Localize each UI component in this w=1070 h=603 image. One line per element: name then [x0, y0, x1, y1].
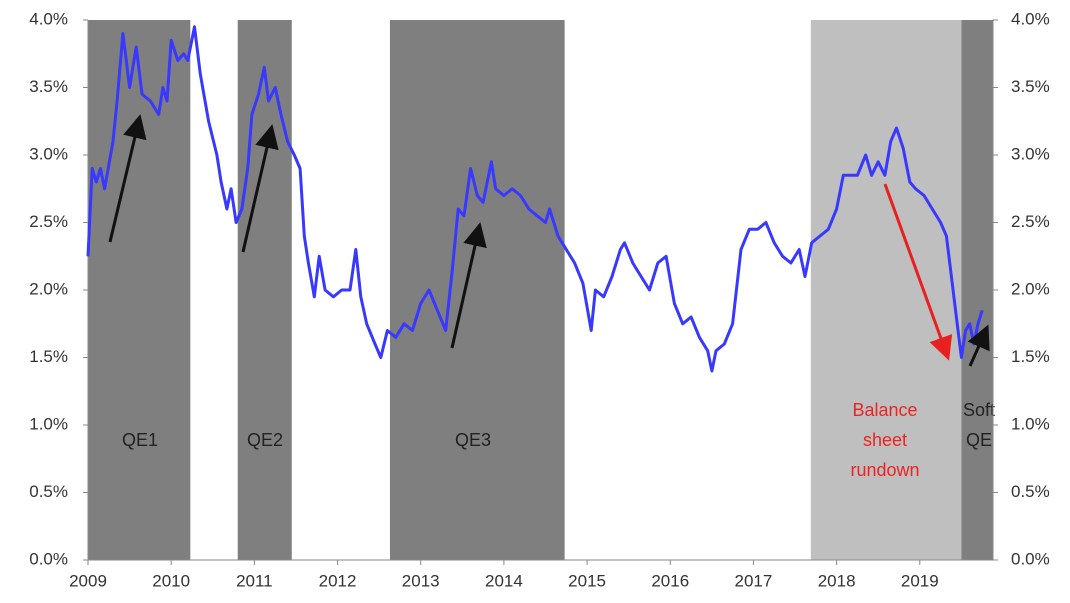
x-tick-label: 2018	[818, 571, 856, 590]
x-tick-label: 2010	[152, 571, 190, 590]
x-tick-label: 2019	[901, 571, 939, 590]
y-tick-label: 0.5%	[29, 482, 68, 501]
y2-tick-label: 1.0%	[1011, 414, 1050, 433]
region-label-box: QE1	[121, 430, 159, 450]
y-tick-label: 1.0%	[29, 414, 68, 433]
region-label: QE3	[454, 430, 492, 450]
region-label: Soft QE	[962, 400, 996, 450]
region-label: Balance sheet rundown	[850, 400, 920, 480]
y2-tick-label: 2.5%	[1011, 212, 1050, 231]
shaded-region	[810, 20, 962, 560]
shaded-region	[237, 20, 292, 560]
x-tick-label: 2013	[402, 571, 440, 590]
y-tick-label: 4.0%	[29, 9, 68, 28]
x-tick-label: 2015	[568, 571, 606, 590]
region-label: QE2	[246, 430, 284, 450]
y2-tick-label: 2.0%	[1011, 279, 1050, 298]
y-tick-label: 2.0%	[29, 279, 68, 298]
arrow	[883, 183, 953, 361]
y-tick-label: 0.0%	[29, 549, 68, 568]
arrow	[241, 124, 279, 253]
region-label-box: QE3	[454, 430, 492, 450]
x-tick-label: 2009	[69, 571, 107, 590]
y2-tick-label: 4.0%	[1011, 9, 1050, 28]
x-tick-label: 2016	[651, 571, 689, 590]
series-line	[86, 25, 984, 373]
shaded-region	[88, 20, 191, 560]
y2-tick-label: 1.5%	[1011, 347, 1050, 366]
y-tick-label: 3.0%	[29, 144, 68, 163]
x-tick-label: 2011	[236, 571, 273, 590]
arrow	[108, 114, 147, 243]
region-label-box: Balance sheet rundown	[850, 400, 920, 480]
y2-tick-label: 3.0%	[1011, 144, 1050, 163]
shaded-region	[961, 20, 993, 560]
arrow	[450, 222, 487, 349]
region-label: QE1	[121, 430, 159, 450]
arrow	[967, 324, 990, 367]
y2-tick-label: 0.5%	[1011, 482, 1050, 501]
region-label-box: QE2	[246, 430, 284, 450]
y-tick-label: 1.5%	[29, 347, 68, 366]
y2-tick-label: 3.5%	[1011, 77, 1050, 96]
region-label-box: Soft QE	[962, 400, 996, 450]
y-tick-label: 2.5%	[29, 212, 68, 231]
y-tick-label: 3.5%	[29, 77, 68, 96]
shaded-region	[389, 20, 565, 560]
y2-tick-label: 0.0%	[1011, 549, 1050, 568]
x-tick-label: 2012	[319, 571, 357, 590]
x-tick-label: 2014	[485, 571, 523, 590]
x-tick-label: 2017	[735, 571, 773, 590]
